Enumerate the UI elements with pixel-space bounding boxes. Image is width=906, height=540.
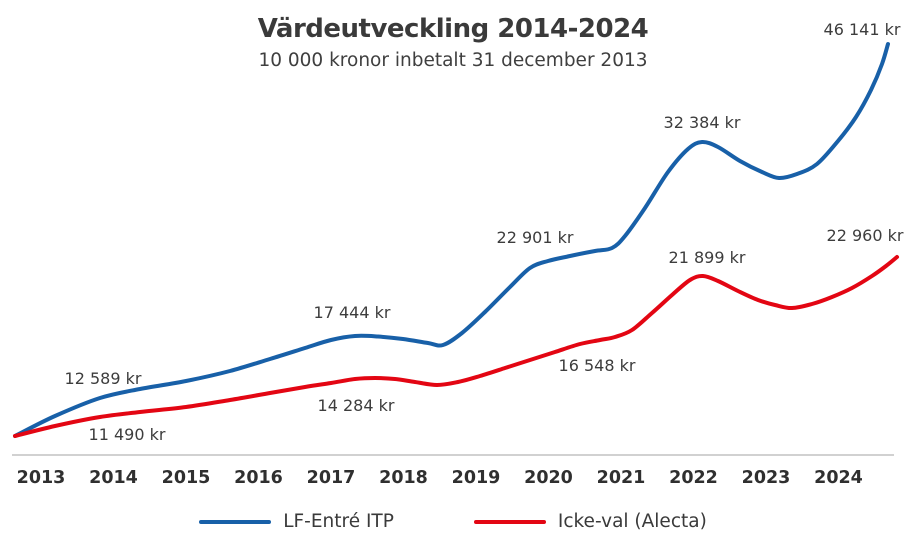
- x-tick-label-2022: 2022: [669, 468, 718, 488]
- legend-label-icke-val-alecta: Icke-val (Alecta): [557, 511, 707, 532]
- x-tick-label-2023: 2023: [742, 468, 791, 488]
- page-subtitle: 10 000 kronor inbetalt 31 december 2013: [258, 50, 648, 71]
- legend-item-icke-val-alecta: Icke-val (Alecta): [473, 511, 707, 532]
- x-tick-label-2021: 2021: [597, 468, 646, 488]
- x-tick-label-2014: 2014: [89, 468, 138, 488]
- x-tick-label-2020: 2020: [524, 468, 573, 488]
- legend-line-swatch-blue: [199, 519, 272, 524]
- page-title: Värdeutveckling 2014-2024: [257, 14, 649, 44]
- series-line-lf-entr-itp: [13, 42, 890, 438]
- x-tick-label-2019: 2019: [452, 468, 501, 488]
- data-label: 22 901 kr: [497, 228, 574, 247]
- data-label: 46 141 kr: [824, 20, 901, 39]
- x-tick-label-2024: 2024: [814, 468, 863, 488]
- x-tick-label-2017: 2017: [307, 468, 356, 488]
- data-label: 11 490 kr: [89, 425, 166, 444]
- data-label: 17 444 kr: [314, 303, 391, 322]
- data-label: 21 899 kr: [669, 248, 746, 267]
- data-label: 14 284 kr: [318, 396, 395, 415]
- legend-line-swatch-red: [473, 519, 546, 524]
- x-tick-label-2016: 2016: [234, 468, 283, 488]
- data-label: 22 960 kr: [827, 226, 904, 245]
- x-tick-label-2018: 2018: [379, 468, 428, 488]
- legend-item-lf-entre-itp: LF-Entré ITP: [199, 511, 394, 532]
- data-label: 32 384 kr: [664, 113, 741, 132]
- legend: LF-Entré ITP Icke-val (Alecta): [0, 511, 906, 532]
- x-tick-label-2015: 2015: [162, 468, 211, 488]
- data-label: 12 589 kr: [65, 369, 142, 388]
- series-line-icke-val-alecta-: [13, 255, 899, 438]
- x-tick-label-2013: 2013: [17, 468, 66, 488]
- data-label: 16 548 kr: [559, 356, 636, 375]
- legend-label-lf-entre-itp: LF-Entré ITP: [283, 511, 394, 532]
